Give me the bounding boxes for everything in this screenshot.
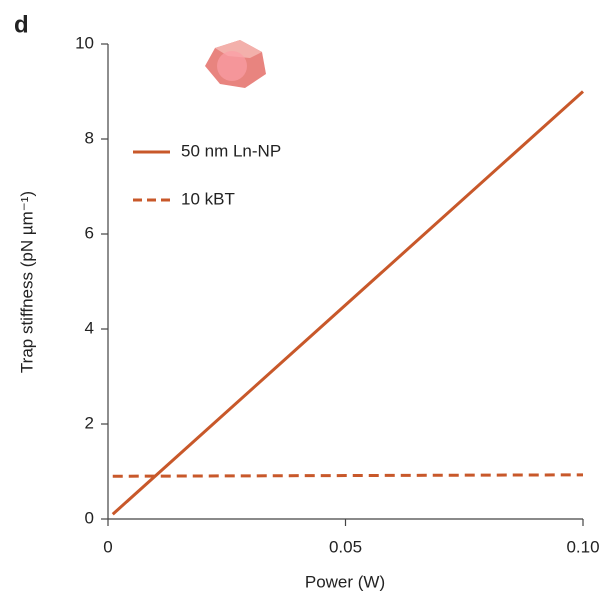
series-line — [111, 90, 585, 516]
legend-label: 10 kBT — [181, 189, 235, 208]
y-tick-label: 6 — [85, 223, 94, 242]
y-tick-label: 10 — [75, 33, 94, 52]
x-tick-label: 0.05 — [329, 537, 362, 556]
y-tick-label: 4 — [85, 318, 94, 337]
x-tick-label: 0 — [103, 537, 112, 556]
x-tick-label: 0.10 — [566, 537, 599, 556]
y-tick-label: 2 — [85, 413, 94, 432]
y-axis-label: Trap stiffness (pN µm⁻¹) — [17, 191, 36, 373]
legend-label: 50 nm Ln-NP — [181, 141, 281, 160]
x-axis-label: Power (W) — [305, 572, 385, 591]
y-tick-label: 0 — [85, 508, 94, 527]
nanoparticle-icon — [205, 40, 266, 88]
series-line — [112, 473, 584, 478]
panel-label: d — [14, 11, 29, 38]
y-tick-label: 8 — [85, 128, 94, 147]
